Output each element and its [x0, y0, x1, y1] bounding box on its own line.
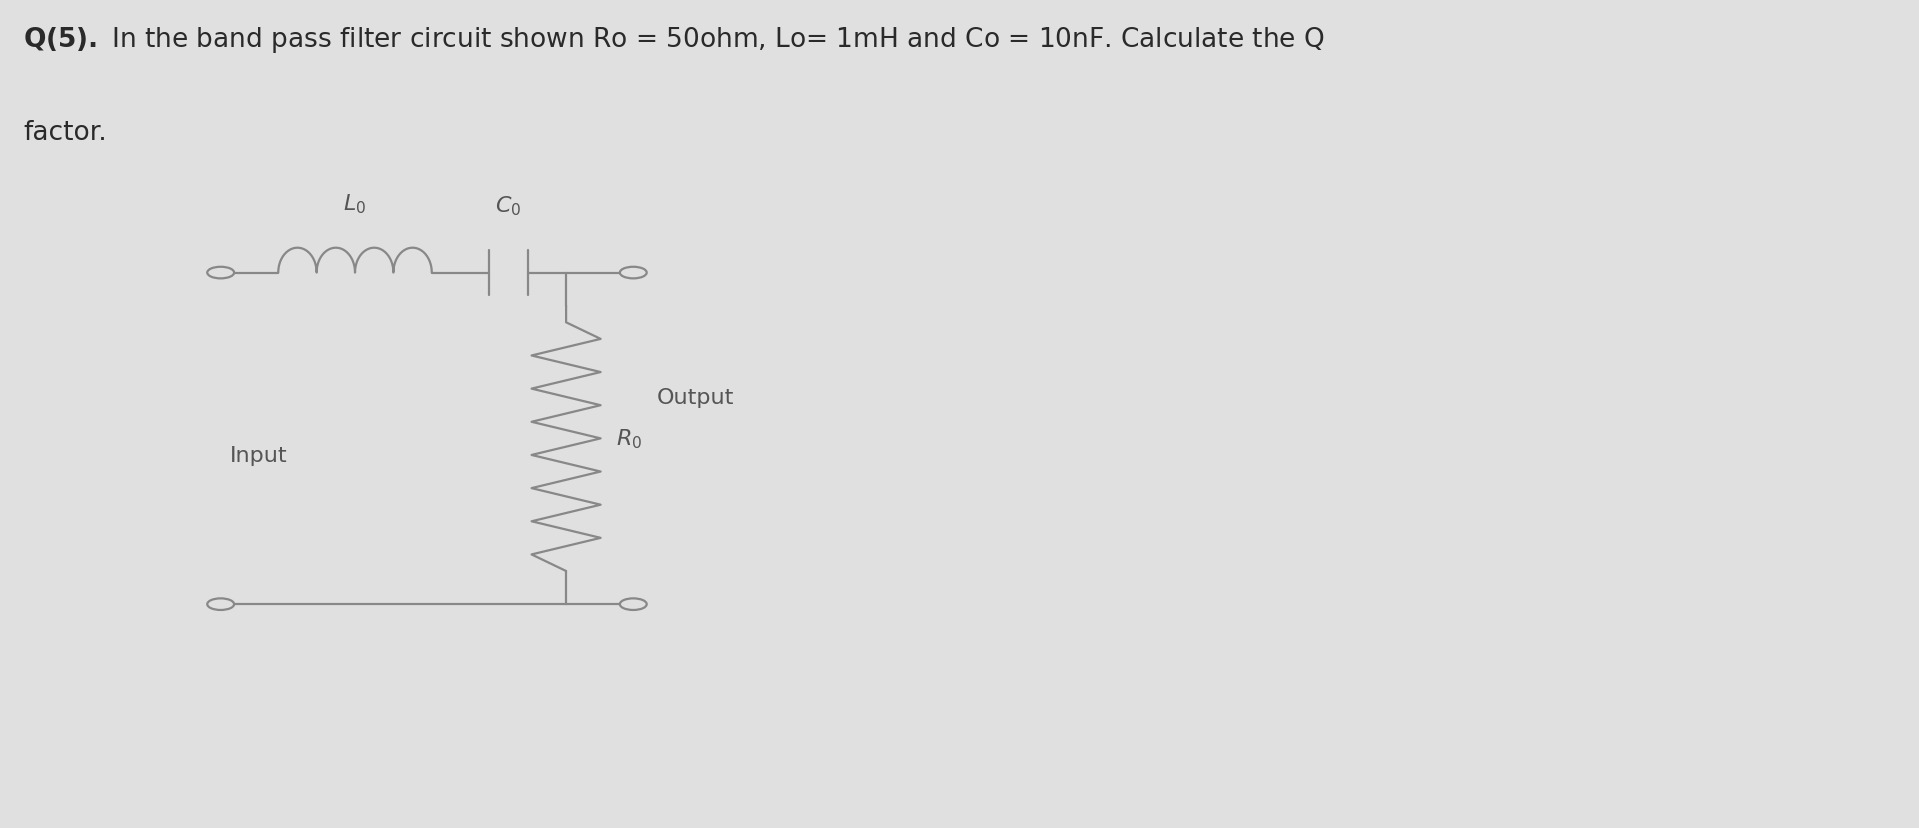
Text: $R_0$: $R_0$: [616, 427, 643, 450]
Text: $\mathbf{Q(5).}$ In the band pass filter circuit shown Ro = 50ohm, Lo= 1mH and C: $\mathbf{Q(5).}$ In the band pass filter…: [23, 25, 1324, 55]
Text: $L_0$: $L_0$: [344, 192, 367, 215]
Text: $C_0$: $C_0$: [495, 194, 522, 217]
Text: Output: Output: [656, 388, 733, 407]
Text: factor.: factor.: [23, 120, 107, 146]
Text: Input: Input: [230, 445, 288, 465]
